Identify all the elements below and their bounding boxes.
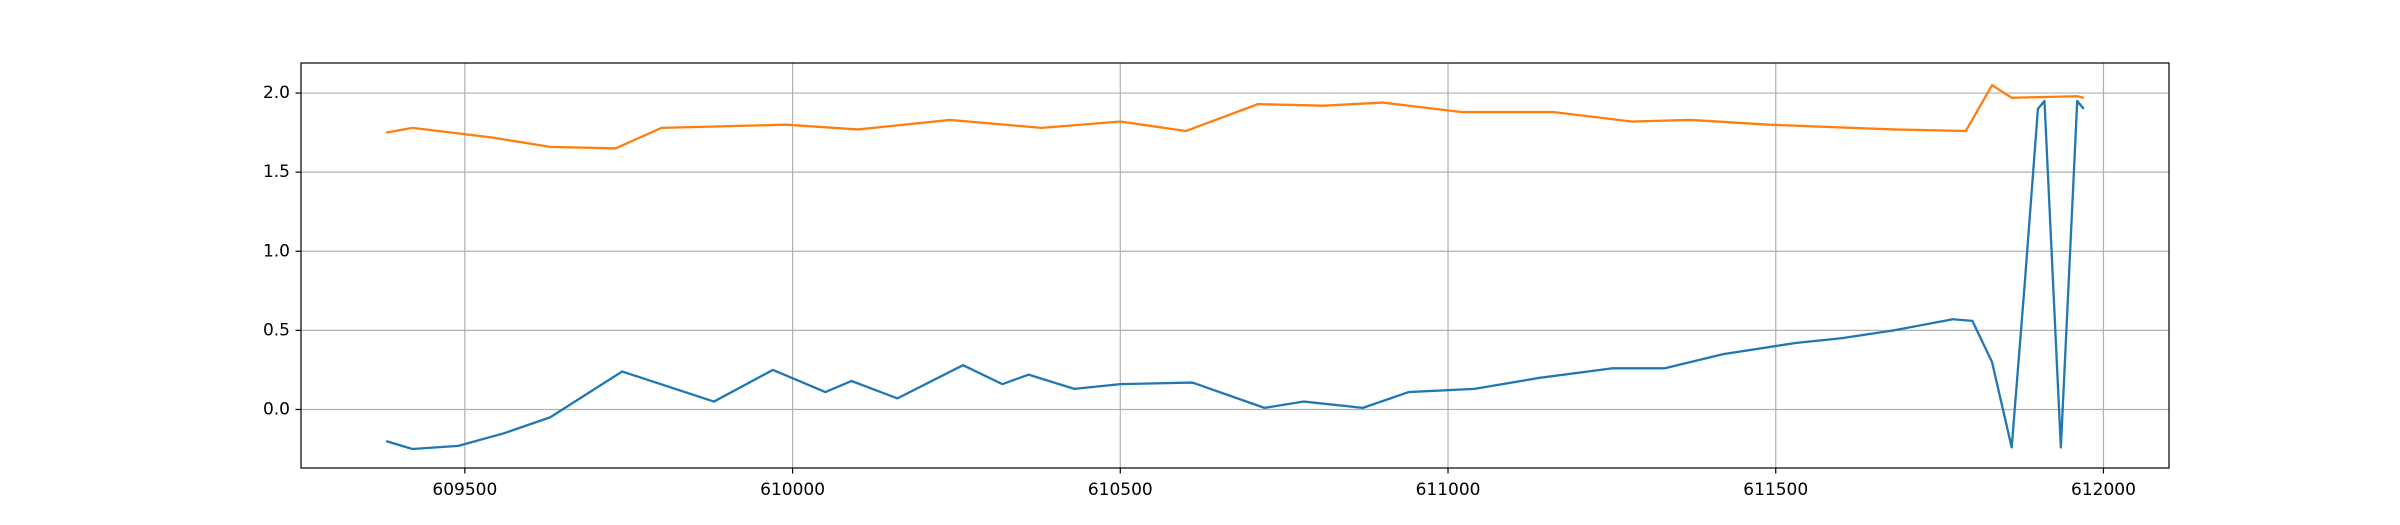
x-tick-label: 610500: [1088, 480, 1153, 500]
x-tick-label: 611000: [1416, 480, 1481, 500]
y-tick-label: 2.0: [263, 83, 290, 103]
x-tick-label: 609500: [432, 480, 497, 500]
y-tick-label: 1.5: [263, 162, 290, 182]
y-tick-label: 0.0: [263, 399, 290, 419]
line: [386, 84, 2085, 150]
x-tick-label: 611500: [1743, 480, 1808, 500]
line: [385, 99, 2085, 451]
axes-frame: [300, 62, 2170, 469]
x-tick-label: 612000: [2071, 480, 2136, 500]
x-tick-label: 610000: [760, 480, 825, 500]
y-tick-label: 1.0: [263, 241, 290, 261]
y-tick-label: 0.5: [263, 320, 290, 340]
